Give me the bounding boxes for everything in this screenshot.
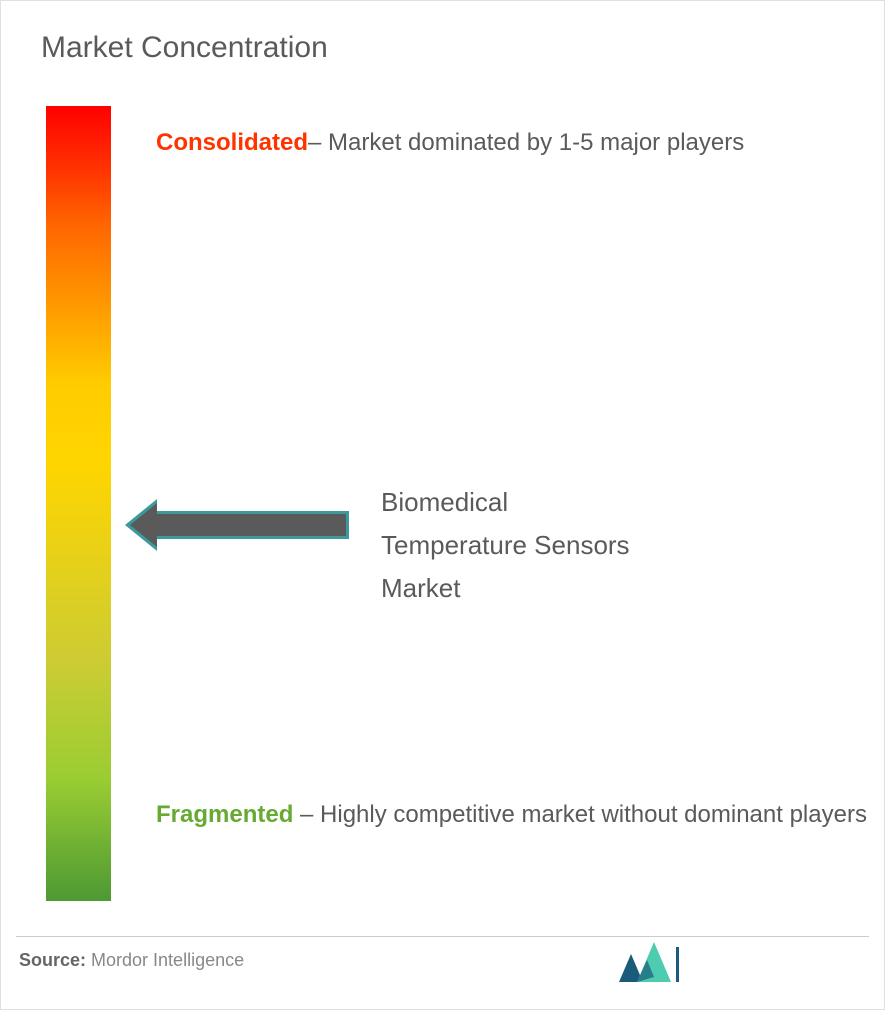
market-line-3: Market: [381, 567, 630, 610]
source-attribution: Source: Mordor Intelligence: [19, 950, 244, 971]
fragmented-description: – Highly competitive market without domi…: [293, 801, 867, 828]
consolidated-label: Consolidated– Market dominated by 1-5 ma…: [156, 119, 744, 167]
source-prefix: Source:: [19, 950, 86, 970]
fragmented-term: Fragmented: [156, 801, 293, 828]
fragmented-label: Fragmented – Highly competitive market w…: [156, 791, 867, 839]
consolidated-term: Consolidated: [156, 129, 308, 156]
arrow-icon: [154, 511, 349, 539]
market-line-2: Temperature Sensors: [381, 524, 630, 567]
concentration-gradient-bar: [46, 106, 111, 901]
infographic-container: Market Concentration Consolidated– Marke…: [0, 0, 885, 1010]
market-line-1: Biomedical: [381, 481, 630, 524]
source-text: Mordor Intelligence: [86, 950, 244, 970]
page-title: Market Concentration: [41, 31, 328, 65]
consolidated-description: – Market dominated by 1-5 major players: [308, 129, 744, 156]
mordor-logo-icon: [619, 942, 689, 987]
market-position-arrow: [154, 511, 349, 539]
footer-separator: [16, 936, 869, 937]
market-name: Biomedical Temperature Sensors Market: [381, 481, 630, 610]
